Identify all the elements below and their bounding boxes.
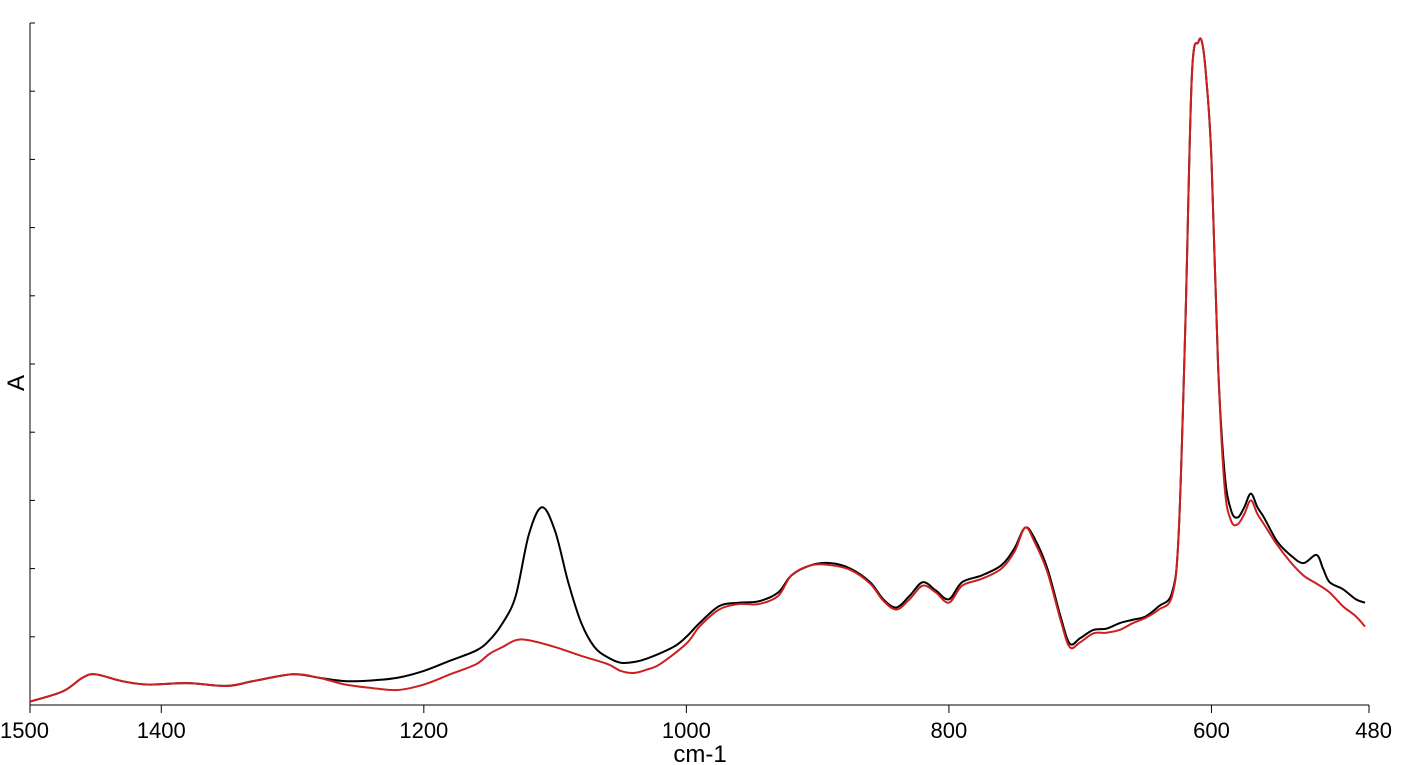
x-axis-title: cm-1 [673,741,726,765]
x-tick-label: 1200 [399,718,448,743]
y-axis-title: A [3,375,30,391]
x-tick-label: 1000 [662,718,711,743]
x-tick-label: 800 [931,718,968,743]
series-layer [29,37,1366,703]
x-tick-label: 480 [1355,718,1392,743]
series-line-red [29,37,1366,703]
series-line-black [29,37,1366,703]
x-tick-label: 1400 [137,718,186,743]
x-tick-label: 600 [1193,718,1230,743]
y-axis [29,22,35,706]
x-tick-label: 1500 [0,718,49,743]
x-axis: 1500 1400 1200 1000 800 600 480 [0,704,1392,743]
